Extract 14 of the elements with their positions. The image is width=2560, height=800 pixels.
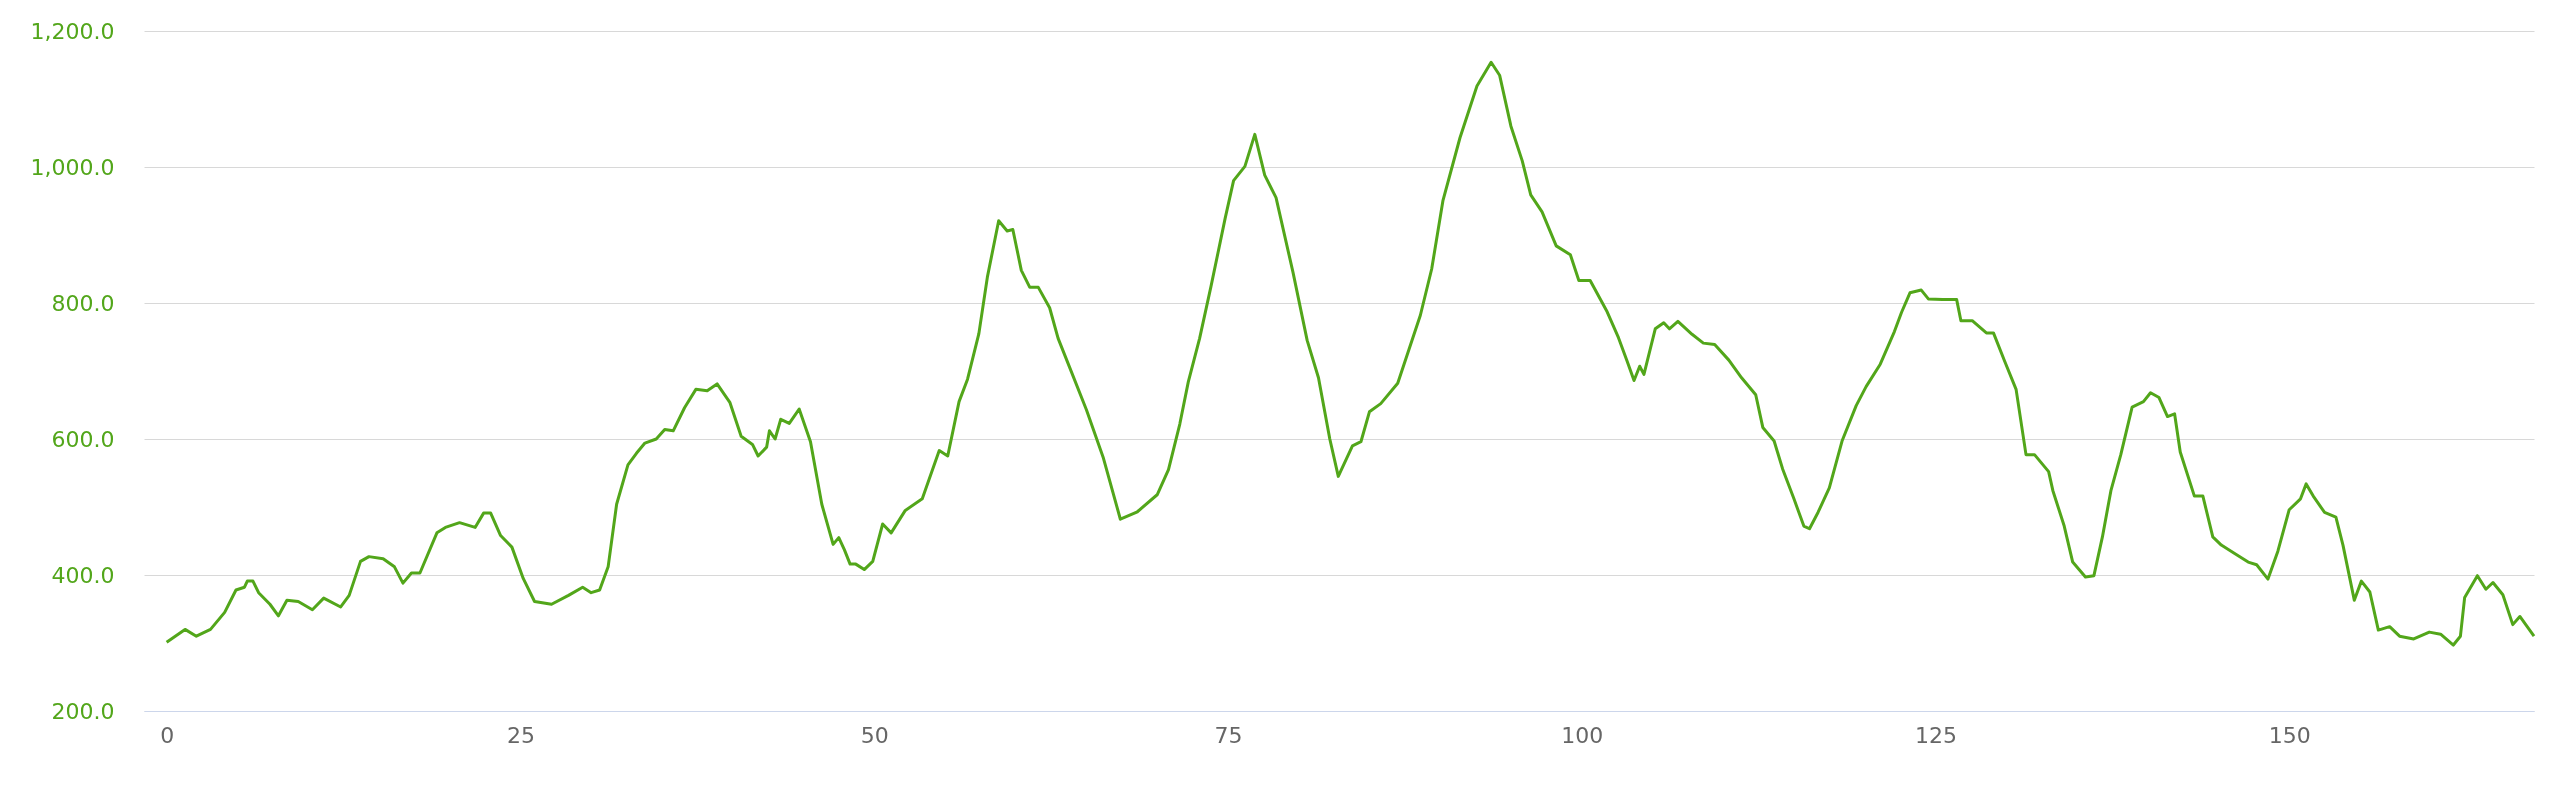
x-tick-label: 150	[2268, 722, 2311, 748]
x-tick-label: 0	[160, 722, 175, 748]
y-tick-label: 1,200.0	[30, 18, 115, 44]
y-tick-label: 800.0	[51, 290, 115, 316]
y-tick-label: 600.0	[51, 426, 115, 452]
x-tick-label: 100	[1561, 722, 1604, 748]
y-tick-label: 1,000.0	[30, 154, 115, 180]
line-series	[165, 60, 2536, 647]
y-tick-label: 400.0	[51, 562, 115, 588]
x-tick-label: 25	[506, 722, 535, 748]
x-tick-label: 125	[1914, 722, 1957, 748]
y-tick-label: 200.0	[51, 698, 115, 724]
x-tick-label: 50	[860, 722, 889, 748]
x-tick-label: 75	[1214, 722, 1243, 748]
